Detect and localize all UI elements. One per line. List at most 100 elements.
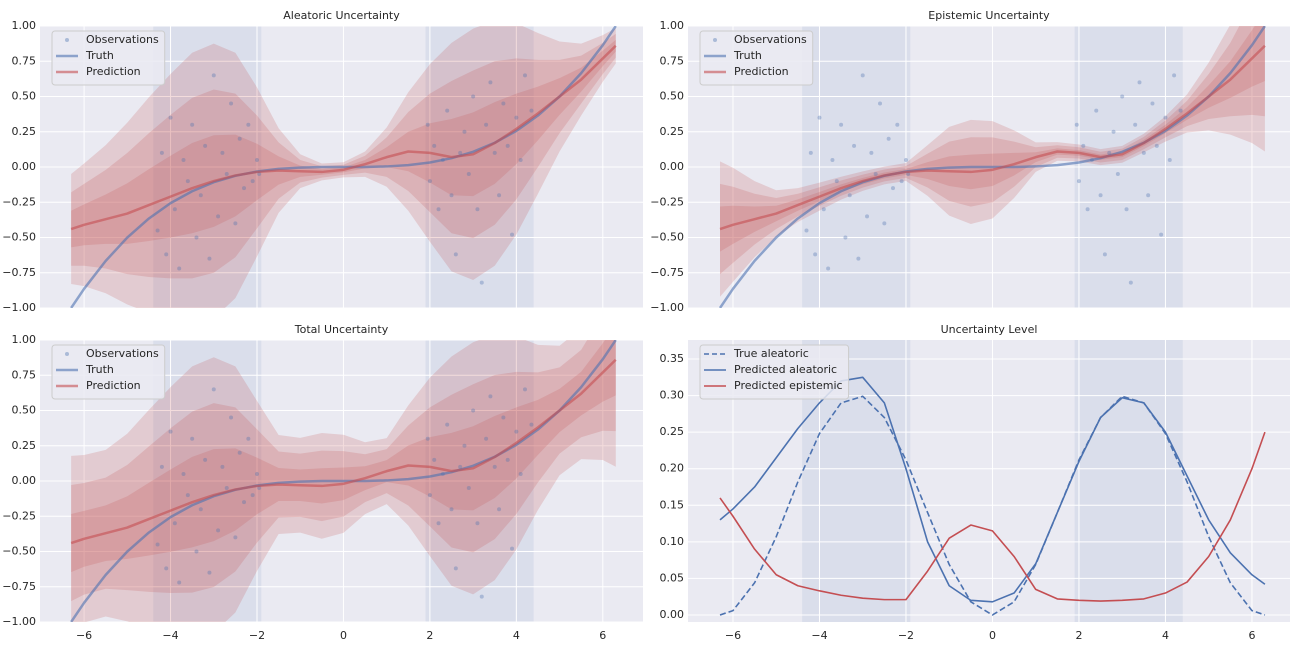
legend-box [699,344,850,400]
observation [475,207,480,212]
observation [211,387,216,392]
observation [903,157,908,162]
observation [432,457,437,462]
observation [425,436,430,441]
legend-label: Truth [733,49,762,62]
observation [484,436,489,441]
y-tick-label: −0.75 [2,266,36,279]
legend: Observations Truth Prediction [51,30,166,86]
x-tick-label: −2 [898,629,914,642]
y-tick-label: 0.20 [660,462,685,475]
observation [229,101,234,106]
observation [471,408,476,413]
y-tick-label: −0.25 [650,195,684,208]
observation [869,150,874,155]
observation [804,228,809,233]
observation [1163,115,1168,120]
observation [808,150,813,155]
series-line [70,340,617,622]
observation [518,471,523,476]
observation [826,266,831,271]
legend-label: Prediction [734,65,789,78]
observation [164,566,169,571]
observation [198,193,203,198]
y-tick-label: 0.50 [660,90,685,103]
observation [198,507,203,512]
observation [185,179,190,184]
observation [821,207,826,212]
observation [458,150,463,155]
observation [181,157,186,162]
legend-label: Prediction [86,65,141,78]
y-tick-label: 1.00 [12,333,37,346]
x-tick-label: 0 [989,629,996,642]
y-tick-label: 1.00 [660,19,685,32]
observation [813,252,818,257]
y-tick-label: −0.25 [2,509,36,522]
y-tick-label: 0.25 [12,125,37,138]
observation [168,115,173,120]
legend-label: Truth [85,363,114,376]
observation [194,235,199,240]
axes: −1.00 −0.75 −0.50 −0.25 0.00 0.25 0.50 0.75 1.00… [650,9,1290,314]
observation [250,179,255,184]
observation [479,594,484,599]
observation [1120,94,1125,99]
observation [177,266,182,271]
observation [233,535,238,540]
observation [522,387,527,392]
uncertainty-band [71,33,616,279]
observation [185,493,190,498]
observation [522,73,527,78]
legend-box [51,344,166,400]
observation [899,179,904,184]
observation [211,73,216,78]
series-line [719,431,1266,602]
y-tick-label: 0.00 [12,474,37,487]
observation [458,464,463,469]
observation [475,521,480,526]
observation [501,415,506,420]
uncertainty-band [71,39,616,248]
chart-title: Epistemic Uncertainty [928,9,1050,22]
observation [834,179,839,184]
observation [254,471,259,476]
observation [484,122,489,127]
y-tick-label: 0.30 [660,389,685,402]
observation [246,436,251,441]
observation [817,115,822,120]
legend-label: Prediction [86,379,141,392]
observation [453,252,458,257]
y-tick-label: 0.25 [660,125,685,138]
legend-label: Predicted aleatoric [734,363,837,376]
observation [229,415,234,420]
observation [1115,172,1120,177]
observation [1128,280,1133,285]
observation [462,129,467,134]
observation [1085,207,1090,212]
observation [856,256,861,261]
x-tick-label: 4 [513,629,520,642]
observation [492,464,497,469]
observation [1159,232,1164,237]
observation [488,394,493,399]
observation [830,157,835,162]
y-tick-label: 0.15 [660,498,685,511]
observation [529,422,534,427]
y-tick-label: 0.10 [660,535,685,548]
y-tick-label: 0.00 [660,160,685,173]
observation [839,122,844,127]
y-tick-label: −0.50 [2,545,36,558]
observation [155,228,160,233]
observation [843,235,848,240]
observation [1102,252,1107,257]
legend-box [699,30,814,86]
observation [237,136,242,141]
legend: True aleatoric Predicted aleatoric Predict… [699,344,850,400]
legend-label: True aleatoric [733,347,809,360]
observation [246,122,251,127]
y-tick-label: −0.75 [650,266,684,279]
observation [895,122,900,127]
